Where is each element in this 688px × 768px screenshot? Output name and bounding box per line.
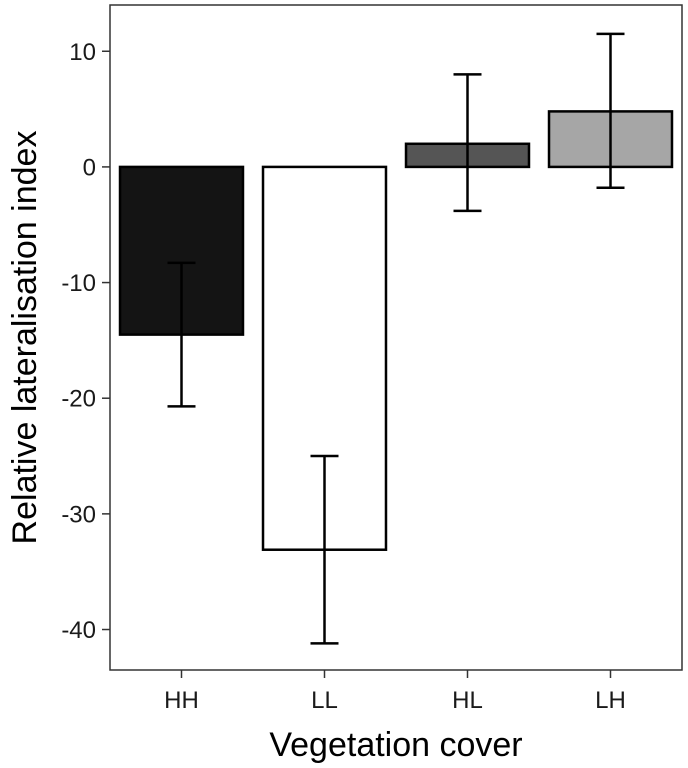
x-axis-title: Vegetation cover [269, 726, 522, 764]
y-tick-label: -40 [61, 617, 96, 644]
error-bar-hl [453, 73, 482, 213]
error-bar-hh [167, 261, 196, 408]
x-tick-label-ll: LL [311, 687, 338, 714]
y-tick-label: -10 [61, 270, 96, 297]
y-axis: 10 0 -10 -20 -30 -40 [61, 39, 110, 644]
y-axis-title: Relative lateralisation index [6, 131, 44, 545]
y-tick-label: -30 [61, 501, 96, 528]
y-tick-label: -20 [61, 386, 96, 413]
x-tick-label-hl: HL [452, 687, 483, 714]
x-axis: HH LL HL LH [164, 670, 626, 714]
x-tick-label-lh: LH [595, 687, 626, 714]
error-bars-layer [167, 32, 625, 645]
error-bar-lh [596, 32, 625, 189]
error-bar-ll [310, 454, 339, 645]
y-tick-label: 10 [69, 39, 96, 66]
bars-layer [118, 110, 674, 551]
y-tick-label: 0 [83, 154, 96, 181]
plot-panel-border [109, 4, 683, 671]
x-tick-label-hh: HH [164, 687, 199, 714]
